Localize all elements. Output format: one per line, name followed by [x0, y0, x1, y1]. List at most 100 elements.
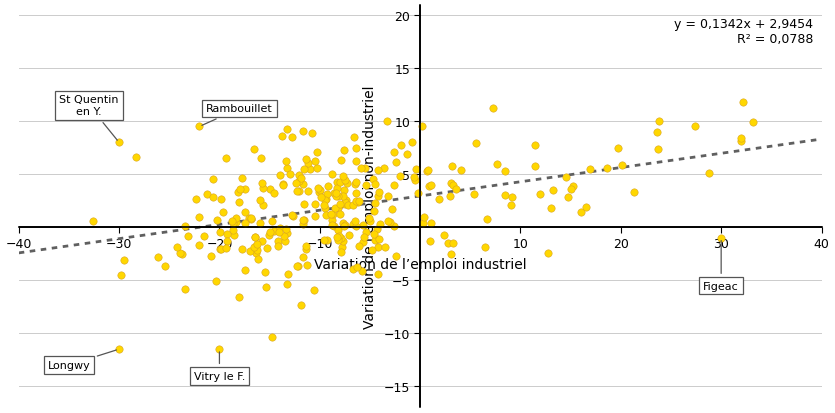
Point: [300, 243, 313, 249]
Point: [235, 176, 249, 182]
Point: [320, 237, 333, 244]
Point: [422, 183, 435, 190]
Point: [279, 226, 292, 233]
Point: [253, 198, 266, 204]
Point: [424, 182, 438, 189]
Point: [318, 198, 331, 204]
Point: [564, 186, 578, 192]
Point: [349, 145, 362, 152]
Point: [284, 171, 297, 178]
Point: [276, 183, 289, 189]
Point: [372, 194, 385, 200]
Point: [332, 233, 346, 240]
Point: [263, 229, 276, 236]
Point: [382, 193, 395, 199]
Point: [320, 191, 333, 198]
Point: [262, 233, 276, 239]
Point: [280, 159, 293, 165]
Point: [294, 301, 307, 308]
Point: [387, 182, 401, 189]
Point: [286, 214, 300, 220]
Point: [354, 166, 367, 172]
Point: [325, 172, 338, 178]
Point: [312, 189, 326, 195]
Point: [356, 268, 369, 275]
Point: [328, 223, 342, 230]
Point: [281, 281, 294, 288]
Point: [715, 235, 728, 242]
Point: [313, 187, 326, 194]
Point: [528, 143, 541, 150]
Point: [249, 234, 262, 240]
Point: [247, 146, 261, 153]
Point: [254, 220, 267, 227]
Point: [347, 202, 360, 209]
Point: [329, 194, 342, 200]
Point: [338, 222, 352, 229]
Point: [559, 174, 573, 181]
Point: [367, 209, 381, 215]
Point: [311, 165, 324, 171]
Point: [271, 243, 284, 249]
Point: [433, 196, 446, 203]
Point: [226, 228, 240, 234]
Point: [303, 167, 316, 173]
Point: [734, 138, 747, 145]
Point: [190, 196, 203, 203]
Point: [258, 269, 271, 275]
Point: [311, 185, 325, 192]
Point: [295, 175, 308, 181]
Point: [296, 217, 310, 224]
Point: [338, 199, 352, 206]
Point: [334, 249, 347, 256]
Point: [498, 192, 512, 199]
Point: [314, 195, 327, 201]
Point: [158, 263, 171, 270]
Point: [348, 181, 362, 188]
Point: [256, 238, 269, 244]
Point: [359, 230, 372, 236]
Point: [579, 204, 593, 211]
Point: [356, 239, 369, 246]
Point: [369, 200, 382, 206]
Point: [215, 247, 228, 253]
Point: [268, 190, 281, 197]
Point: [421, 168, 434, 174]
Point: [275, 133, 288, 140]
Point: [227, 232, 240, 239]
Point: [192, 242, 205, 249]
Point: [179, 223, 192, 230]
Point: [441, 240, 454, 247]
Point: [350, 223, 363, 230]
Point: [347, 135, 361, 141]
Point: [372, 189, 386, 196]
Point: [311, 149, 324, 156]
Point: [371, 244, 384, 250]
Point: [423, 237, 437, 244]
Point: [334, 235, 347, 242]
Point: [383, 220, 397, 226]
Point: [292, 189, 306, 195]
Point: [245, 215, 258, 222]
Point: [547, 188, 560, 194]
Text: Longwy: Longwy: [48, 350, 116, 370]
Point: [250, 243, 263, 249]
Point: [357, 235, 371, 241]
Point: [653, 119, 666, 125]
Point: [249, 249, 262, 256]
Point: [357, 223, 370, 229]
Point: [407, 174, 421, 180]
Point: [363, 218, 377, 224]
Point: [386, 206, 399, 213]
Point: [446, 164, 459, 170]
Point: [286, 135, 299, 141]
Point: [326, 222, 339, 229]
Point: [113, 346, 126, 353]
Point: [210, 278, 223, 285]
Point: [467, 191, 480, 198]
Point: [321, 183, 334, 190]
Point: [331, 186, 344, 192]
Point: [349, 159, 362, 165]
Point: [373, 221, 387, 228]
Point: [317, 237, 331, 244]
